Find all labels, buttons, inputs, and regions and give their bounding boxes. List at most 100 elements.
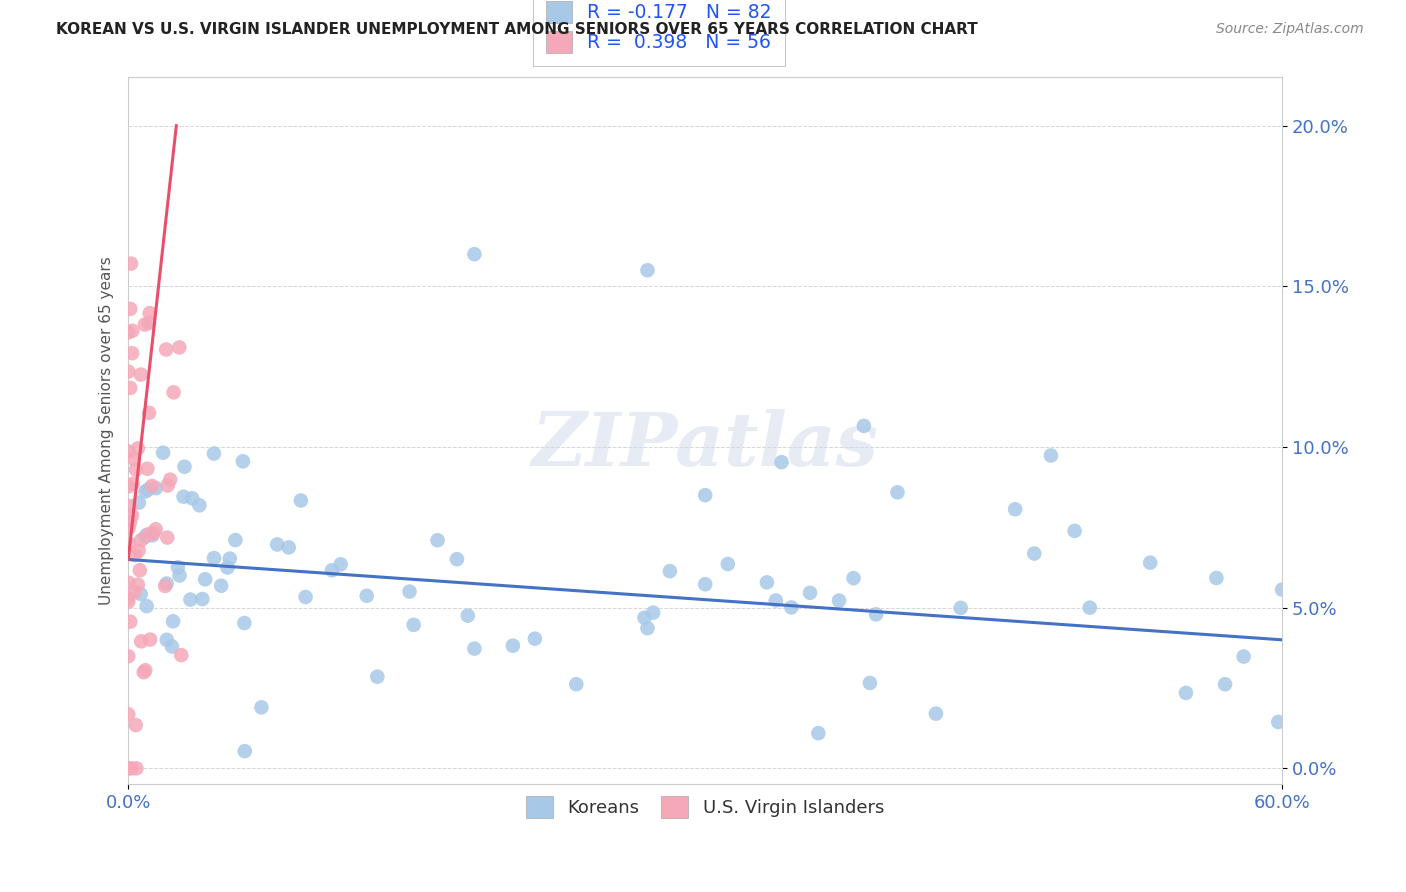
Point: [117, 649, 139, 664]
Point: [643, 606, 665, 620]
Point: [117, 761, 139, 775]
Point: [156, 531, 179, 545]
Point: [290, 493, 312, 508]
Point: [152, 445, 174, 459]
Point: [139, 632, 162, 647]
Point: [138, 316, 160, 330]
Point: [117, 479, 139, 493]
Point: [859, 676, 882, 690]
Text: KOREAN VS U.S. VIRGIN ISLANDER UNEMPLOYMENT AMONG SENIORS OVER 65 YEARS CORRELAT: KOREAN VS U.S. VIRGIN ISLANDER UNEMPLOYM…: [56, 22, 979, 37]
Point: [134, 484, 156, 499]
Point: [1271, 582, 1294, 597]
Point: [120, 615, 142, 629]
Point: [120, 301, 142, 316]
Point: [523, 632, 546, 646]
Point: [125, 761, 148, 775]
Point: [138, 406, 160, 420]
Point: [134, 663, 156, 677]
Point: [127, 442, 149, 456]
Point: [122, 585, 145, 599]
Point: [266, 537, 288, 551]
Point: [141, 479, 163, 493]
Point: [463, 247, 485, 261]
Point: [120, 381, 142, 395]
Point: [124, 548, 146, 562]
Point: [1213, 677, 1236, 691]
Point: [117, 365, 139, 379]
Point: [118, 499, 141, 513]
Point: [169, 341, 191, 355]
Point: [1139, 556, 1161, 570]
Point: [120, 761, 142, 775]
Point: [142, 526, 165, 541]
Point: [129, 634, 152, 648]
Point: [138, 527, 160, 541]
Point: [134, 318, 156, 332]
Point: [366, 670, 388, 684]
Point: [658, 564, 681, 578]
Point: [233, 744, 256, 758]
Point: [807, 726, 830, 740]
Point: [828, 593, 851, 607]
Point: [1004, 502, 1026, 516]
Point: [153, 579, 176, 593]
Point: [162, 615, 184, 629]
Point: [321, 563, 343, 577]
Point: [202, 447, 225, 461]
Point: [770, 455, 793, 469]
Point: [865, 607, 887, 622]
Point: [1063, 524, 1085, 538]
Point: [277, 541, 299, 555]
Point: [799, 586, 821, 600]
Point: [717, 557, 740, 571]
Point: [128, 563, 150, 577]
Point: [250, 700, 273, 714]
Point: [117, 326, 139, 340]
Point: [121, 346, 143, 360]
Point: [463, 641, 485, 656]
Point: [120, 515, 142, 529]
Point: [329, 558, 352, 572]
Point: [1039, 449, 1062, 463]
Point: [173, 459, 195, 474]
Point: [191, 592, 214, 607]
Point: [135, 599, 157, 613]
Point: [159, 473, 181, 487]
Point: [156, 478, 179, 492]
Point: [117, 575, 139, 590]
Point: [842, 571, 865, 585]
Point: [117, 444, 139, 458]
Point: [426, 533, 449, 548]
Point: [156, 632, 179, 647]
Point: [852, 418, 875, 433]
Point: [135, 528, 157, 542]
Point: [117, 595, 139, 609]
Point: [132, 665, 155, 680]
Point: [125, 463, 148, 477]
Point: [1174, 686, 1197, 700]
Text: ZIPatlas: ZIPatlas: [531, 409, 879, 482]
Point: [780, 600, 803, 615]
Point: [695, 488, 717, 502]
Text: Source: ZipAtlas.com: Source: ZipAtlas.com: [1216, 22, 1364, 37]
Point: [145, 522, 167, 536]
Point: [194, 572, 217, 586]
Point: [162, 385, 184, 400]
Point: [121, 508, 143, 523]
Point: [128, 543, 150, 558]
Point: [136, 483, 159, 497]
Legend: Koreans, U.S. Virgin Islanders: Koreans, U.S. Virgin Islanders: [519, 789, 891, 825]
Point: [356, 589, 378, 603]
Point: [188, 498, 211, 512]
Point: [145, 481, 167, 495]
Point: [457, 608, 479, 623]
Point: [136, 461, 159, 475]
Point: [446, 552, 468, 566]
Point: [1267, 714, 1289, 729]
Point: [765, 593, 787, 607]
Point: [925, 706, 948, 721]
Point: [160, 640, 183, 654]
Point: [398, 584, 420, 599]
Point: [141, 528, 163, 542]
Point: [755, 575, 778, 590]
